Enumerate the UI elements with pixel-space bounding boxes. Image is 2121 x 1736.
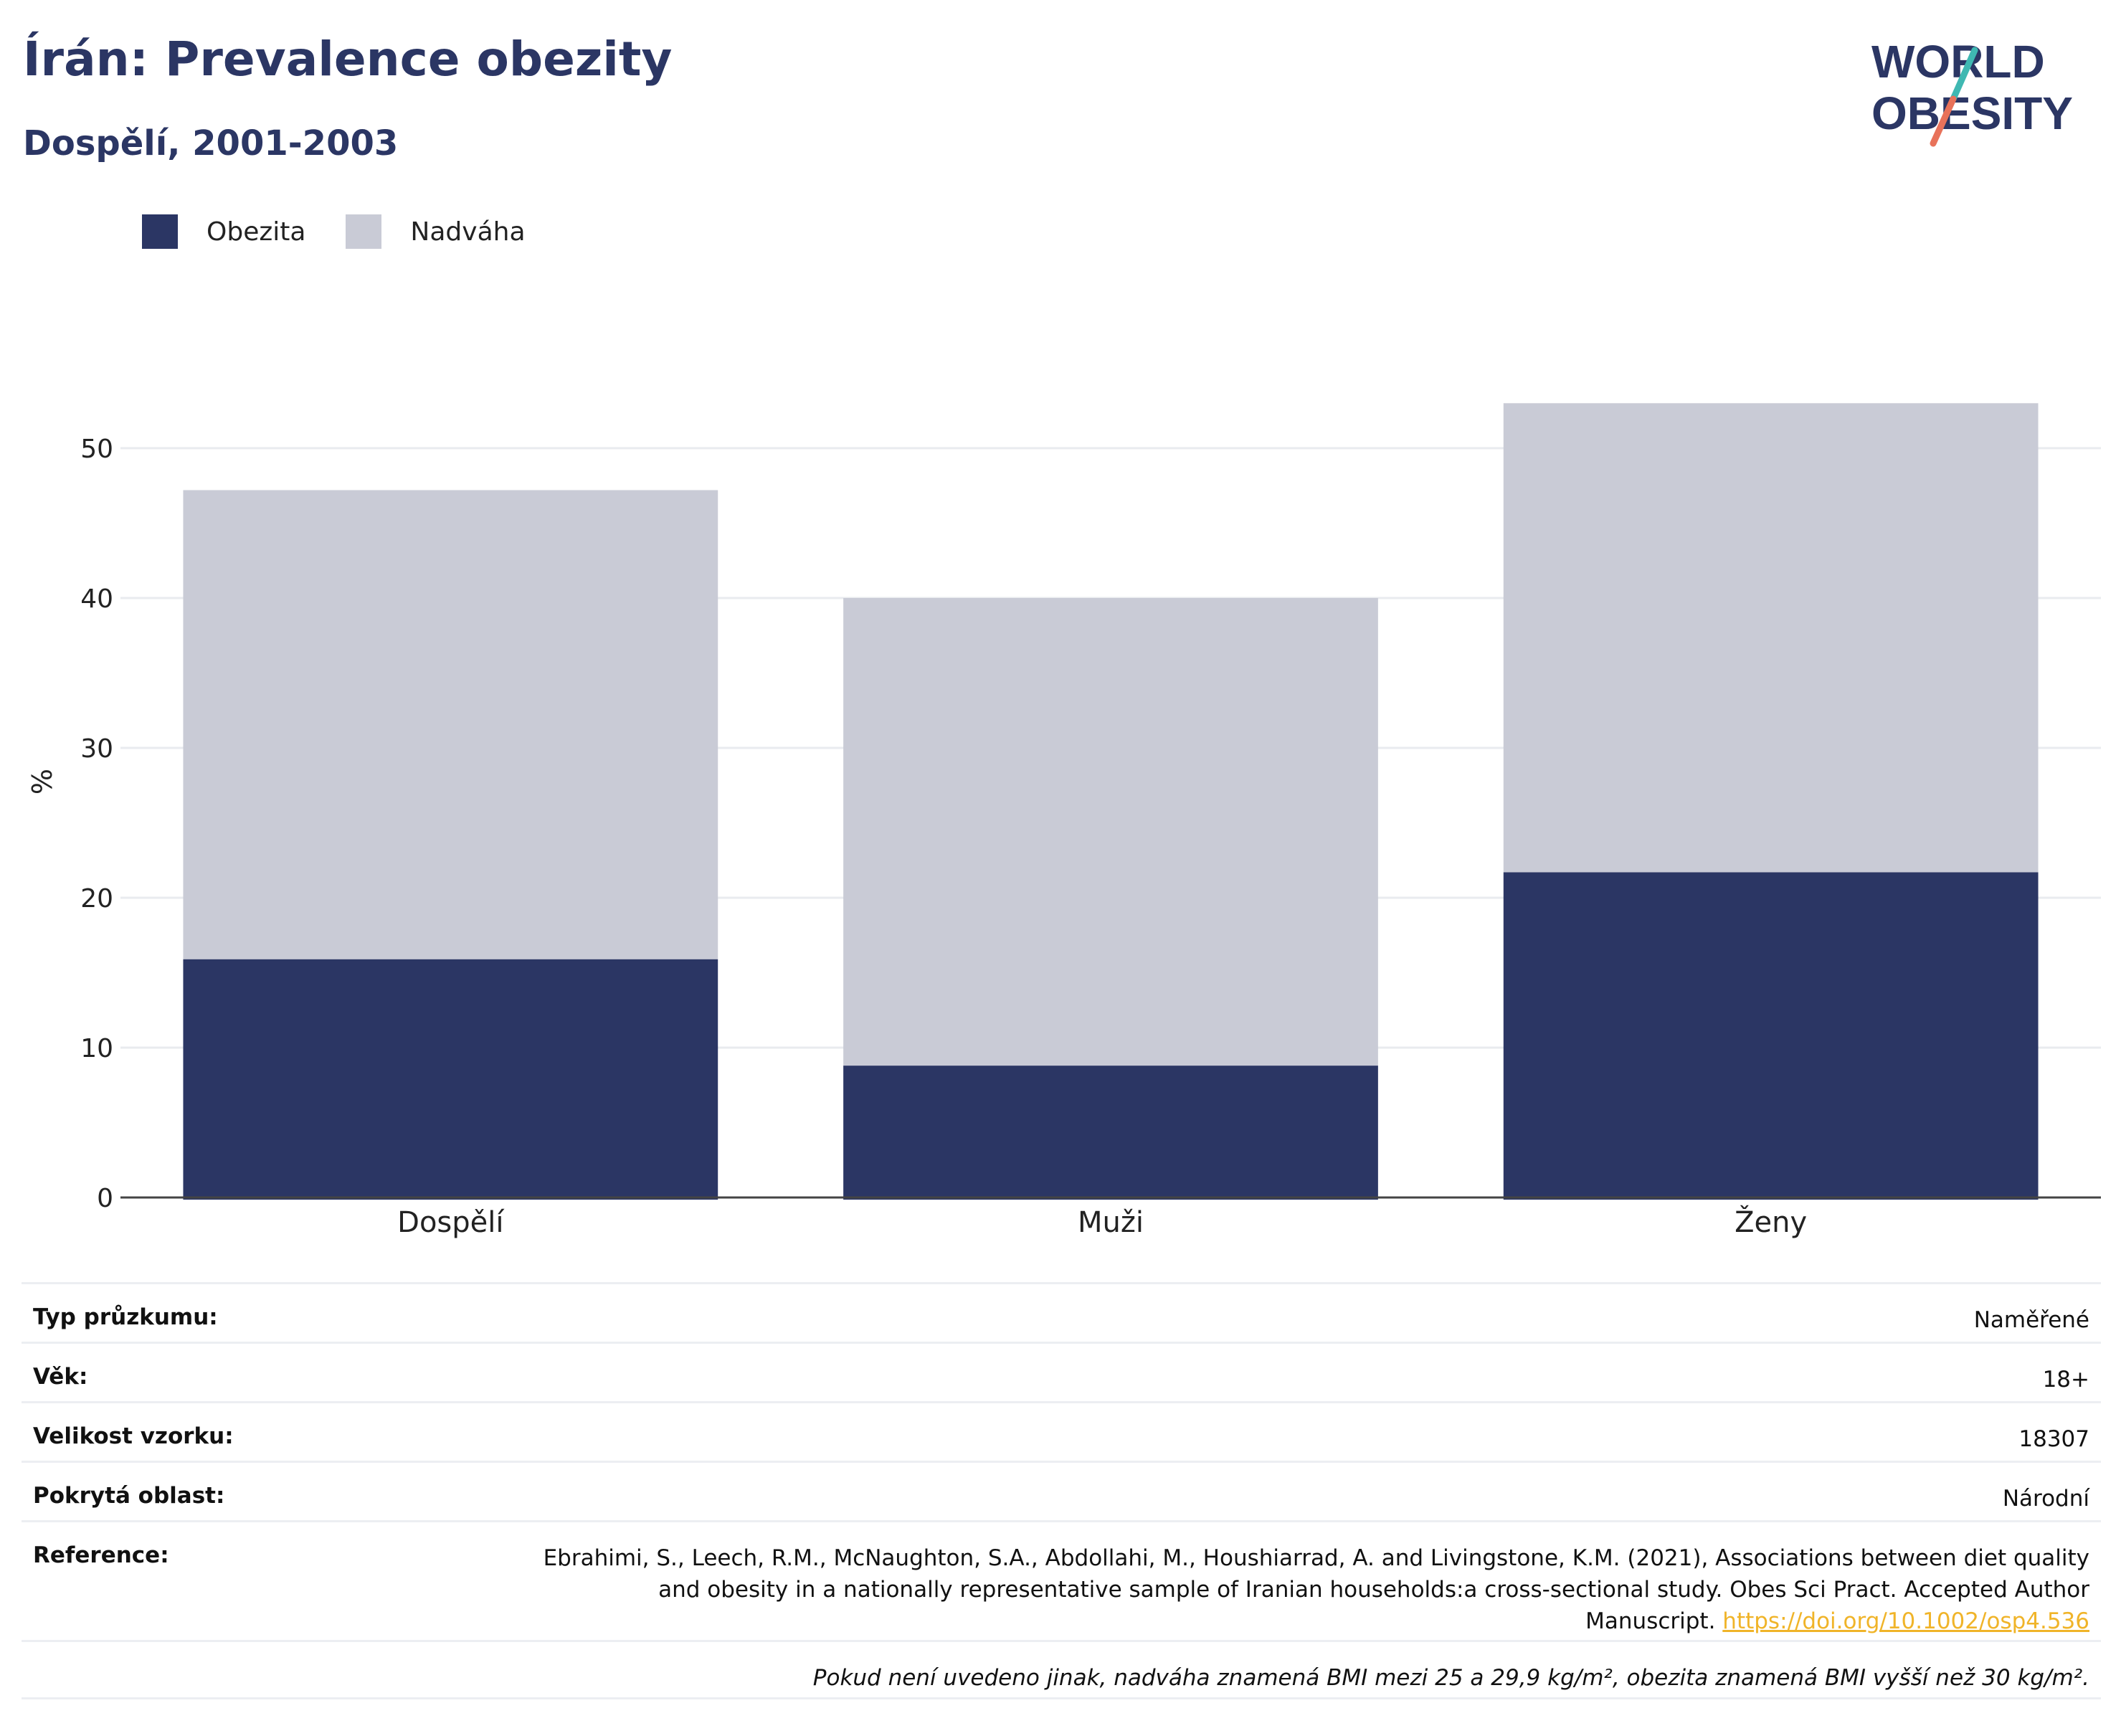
info-label: Věk: xyxy=(33,1364,88,1390)
info-row-survey-type: Typ průzkumu: Naměřené xyxy=(22,1282,2101,1342)
legend-label-obezita: Obezita xyxy=(207,217,306,247)
stacked-bar-chart: 0 10 20 30 40 50% Dospělí Muži Ženy xyxy=(27,403,2101,1239)
logo-line1: WORLD xyxy=(1871,36,2045,87)
info-label: Typ průzkumu: xyxy=(33,1304,218,1330)
info-value: 18+ xyxy=(2042,1367,2089,1393)
reference-text: Ebrahimi, S., Leech, R.M., McNaughton, S… xyxy=(543,1545,2089,1634)
page-title: Írán: Prevalence obezity xyxy=(23,32,673,87)
bar-nadvaha xyxy=(1503,403,2039,873)
world-obesity-logo: WORLD OBESITY xyxy=(1871,36,2073,147)
bar-nadvaha xyxy=(183,490,718,959)
info-row-sample-size: Velikost vzorku: 18307 xyxy=(22,1401,2101,1461)
info-row-age: Věk: 18+ xyxy=(22,1342,2101,1401)
y-tick-label: 0 xyxy=(97,1184,113,1213)
y-tick-label: 20 xyxy=(80,884,113,914)
bar-obezita xyxy=(183,959,718,1200)
bar-nadvaha xyxy=(843,598,1378,1066)
info-value: 18307 xyxy=(2018,1426,2089,1452)
info-row-reference: Reference: Ebrahimi, S., Leech, R.M., Mc… xyxy=(22,1520,2101,1640)
y-tick-label: 10 xyxy=(80,1034,113,1063)
legend-label-nadvaha: Nadváha xyxy=(410,217,526,247)
page-subtitle: Dospělí, 2001-2003 xyxy=(23,123,399,163)
y-tick-label: 50 xyxy=(80,435,113,464)
chart-legend: Obezita Nadváha xyxy=(142,214,566,250)
legend-item-obezita[interactable]: Obezita xyxy=(142,214,305,249)
info-row-footnote: Pokud není uvedeno jinak, nadváha znamen… xyxy=(22,1640,2101,1699)
info-value: Národní xyxy=(2002,1486,2089,1512)
info-row-coverage: Pokrytá oblast: Národní xyxy=(22,1461,2101,1520)
survey-info-table: Typ průzkumu: Naměřené Věk: 18+ Velikost… xyxy=(22,1282,2101,1699)
y-tick-label: 30 xyxy=(80,734,113,764)
reference-link[interactable]: https://doi.org/10.1002/osp4.536 xyxy=(1722,1608,2089,1634)
info-label: Reference: xyxy=(33,1542,169,1568)
y-axis-label: % xyxy=(27,769,58,795)
legend-item-nadvaha[interactable]: Nadváha xyxy=(346,214,526,249)
bar-obezita xyxy=(1503,872,2039,1200)
bar-obezita xyxy=(843,1066,1378,1200)
reference-value: Ebrahimi, S., Leech, R.M., McNaughton, S… xyxy=(541,1542,2089,1637)
info-label: Pokrytá oblast: xyxy=(33,1483,225,1509)
x-tick-label: Muži xyxy=(1078,1206,1144,1239)
legend-swatch-obezita xyxy=(142,214,178,249)
x-tick-label: Dospělí xyxy=(397,1206,505,1239)
logo-line2: OBESITY xyxy=(1871,87,2073,139)
legend-swatch-nadvaha xyxy=(346,214,382,249)
x-tick-label: Ženy xyxy=(1735,1205,1807,1239)
info-value: Naměřené xyxy=(1973,1307,2089,1333)
footnote: Pokud není uvedeno jinak, nadváha znamen… xyxy=(812,1665,2089,1691)
info-label: Velikost vzorku: xyxy=(33,1423,234,1449)
y-tick-label: 40 xyxy=(80,584,113,614)
